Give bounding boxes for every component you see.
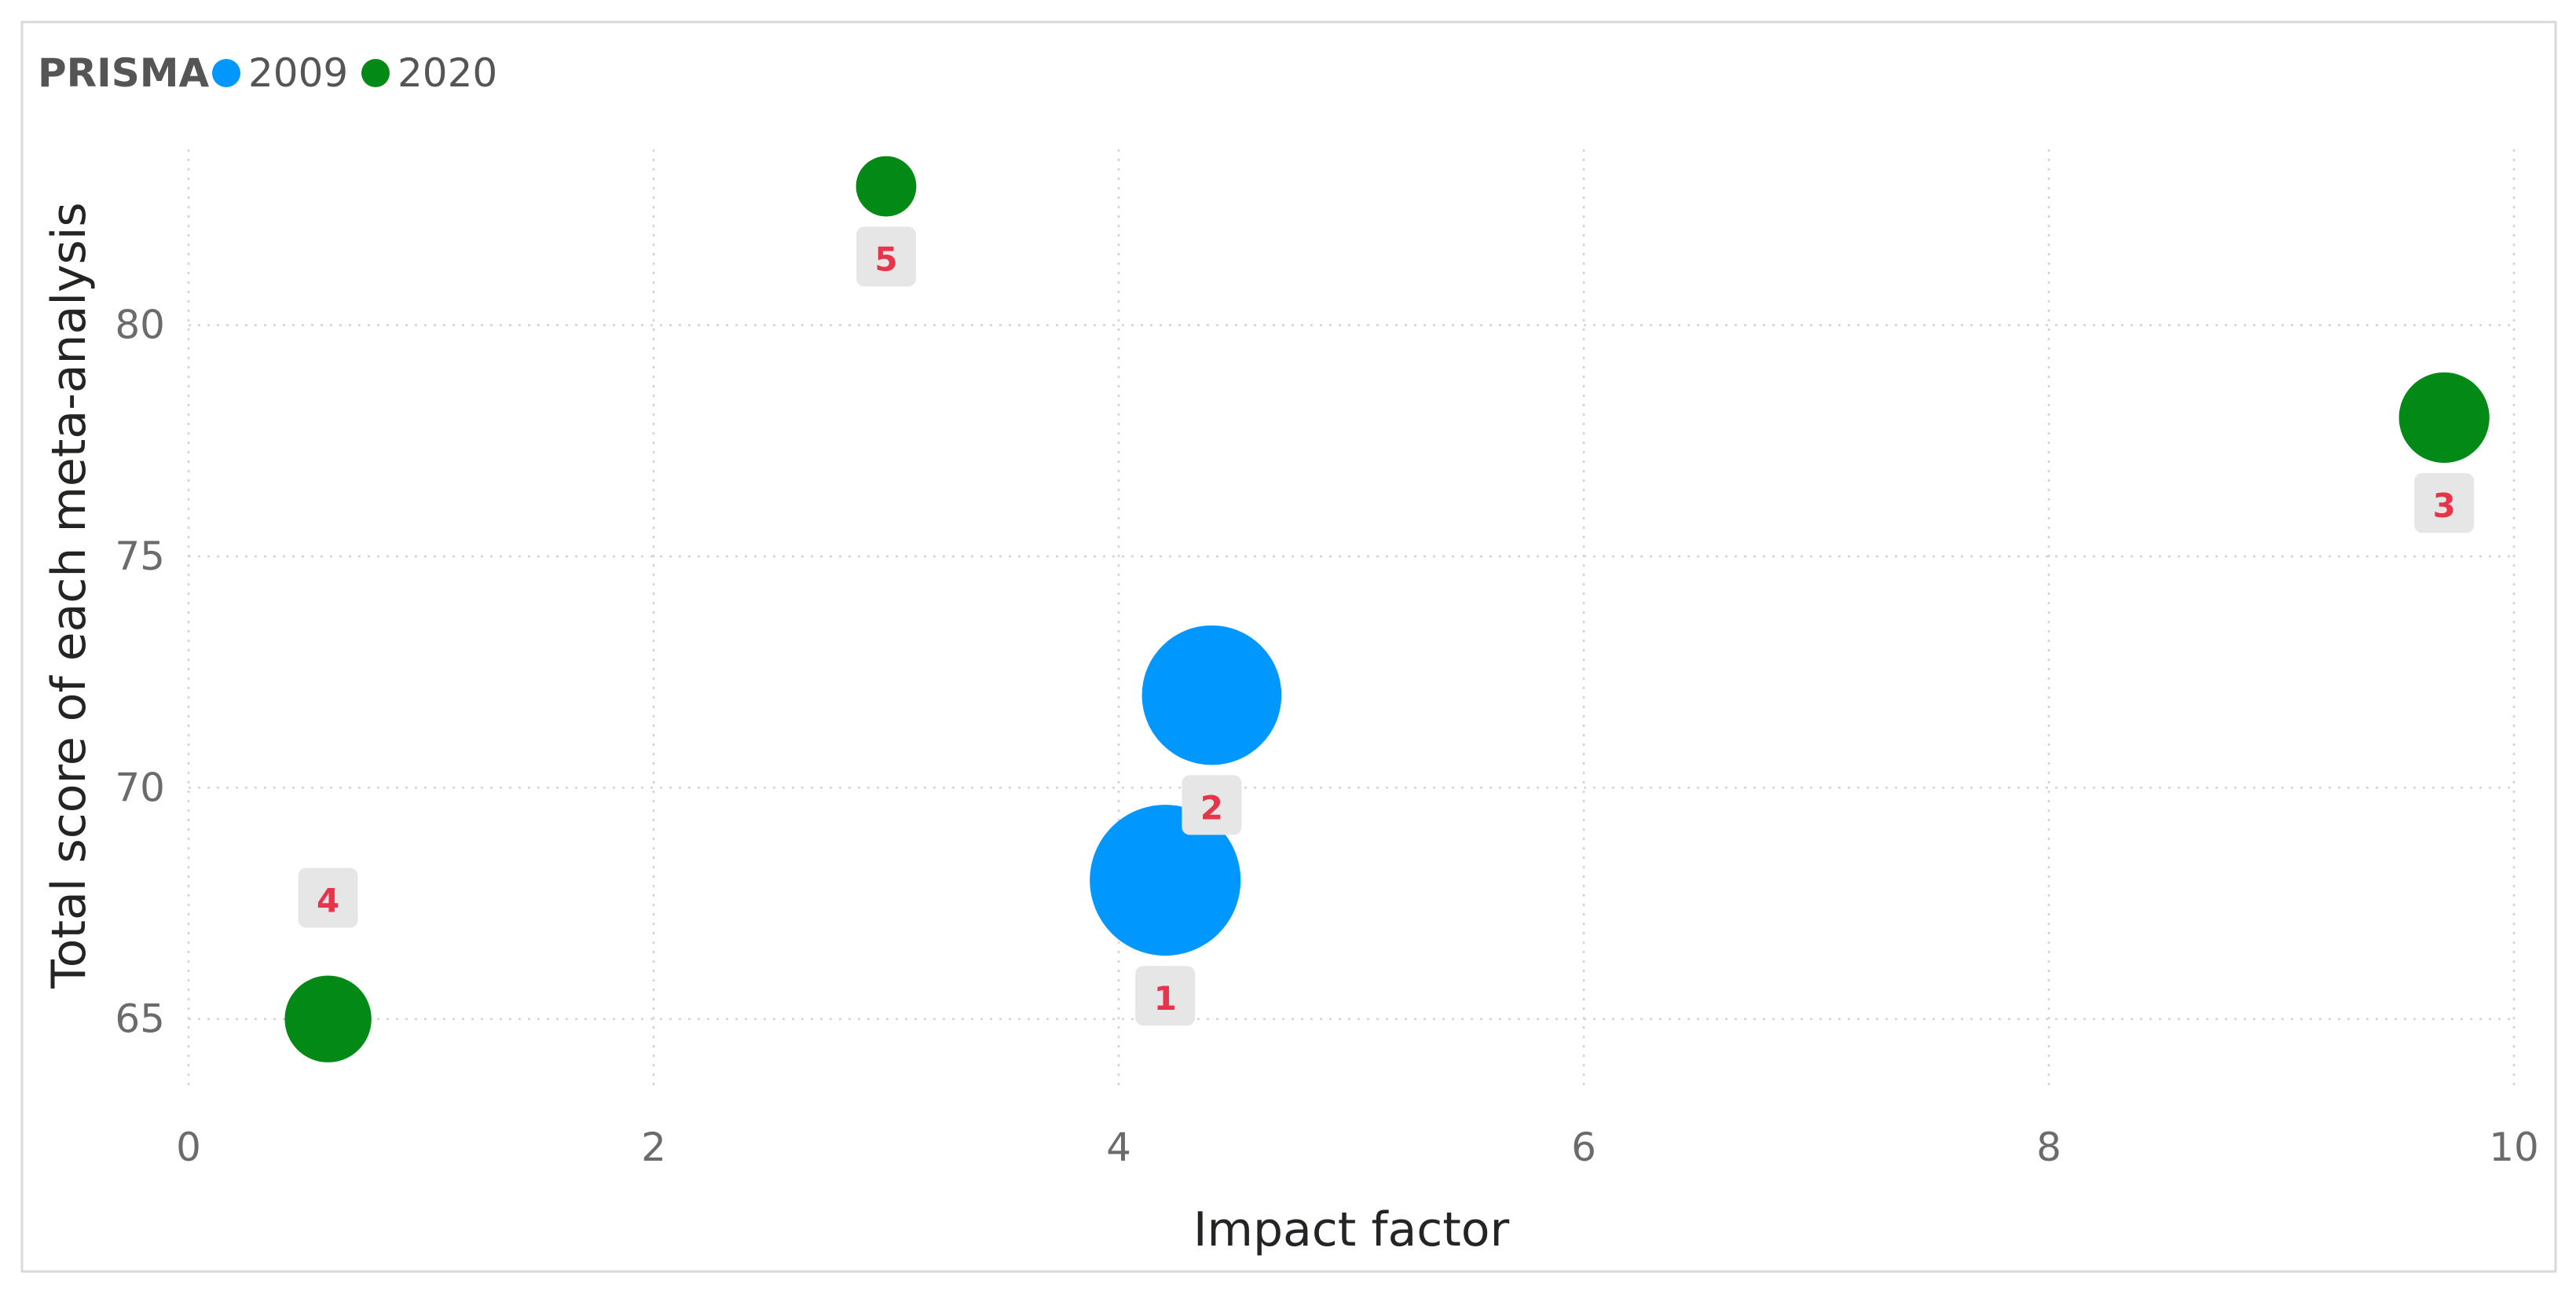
legend-marker xyxy=(212,59,240,87)
x-tick-label: 10 xyxy=(2489,1125,2539,1170)
data-points: 1 2 3 4 5 xyxy=(284,156,2490,1062)
x-tick-label: 8 xyxy=(2036,1125,2061,1170)
data-label-box xyxy=(856,226,916,287)
y-axis-title: Total score of each meta-analysis xyxy=(42,202,97,989)
data-label-box xyxy=(2414,473,2475,534)
data-label: 1 xyxy=(1154,979,1177,1018)
bubble-point xyxy=(1141,625,1282,765)
data-label: 5 xyxy=(874,240,897,278)
chart-frame xyxy=(20,20,2557,1273)
bubble-point xyxy=(1090,805,1241,956)
data-label: 2 xyxy=(1200,788,1223,827)
data-label-box xyxy=(1182,775,1242,835)
y-tick-label: 80 xyxy=(115,303,165,348)
data-label-box xyxy=(1135,966,1196,1026)
y-tick-label: 75 xyxy=(115,534,165,579)
legend-marker xyxy=(361,59,390,87)
x-tick-label: 6 xyxy=(1571,1125,1596,1170)
x-tick-label: 2 xyxy=(641,1125,666,1170)
bubble-point xyxy=(856,156,917,217)
axes: 0 2 4 6 8 10 65 70 75 80 Impact factor Total score … xyxy=(42,202,2539,1257)
bubble-point xyxy=(284,975,372,1062)
y-tick-label: 70 xyxy=(115,765,165,810)
legend-title: PRISMA xyxy=(38,50,210,96)
data-label: 4 xyxy=(317,881,339,919)
bubble-point xyxy=(2398,372,2490,464)
x-tick-label: 0 xyxy=(176,1125,201,1170)
x-axis-title: Impact factor xyxy=(1193,1202,1510,1257)
data-label-box xyxy=(298,868,358,928)
y-tick-label: 65 xyxy=(115,996,165,1042)
data-label: 3 xyxy=(2433,486,2456,525)
x-tick-label: 4 xyxy=(1106,1125,1131,1170)
legend-label: 2009 xyxy=(248,50,348,96)
legend-label: 2020 xyxy=(398,50,497,96)
legend: PRISMA 2009 2020 xyxy=(38,50,497,96)
gridlines xyxy=(187,149,2516,1088)
